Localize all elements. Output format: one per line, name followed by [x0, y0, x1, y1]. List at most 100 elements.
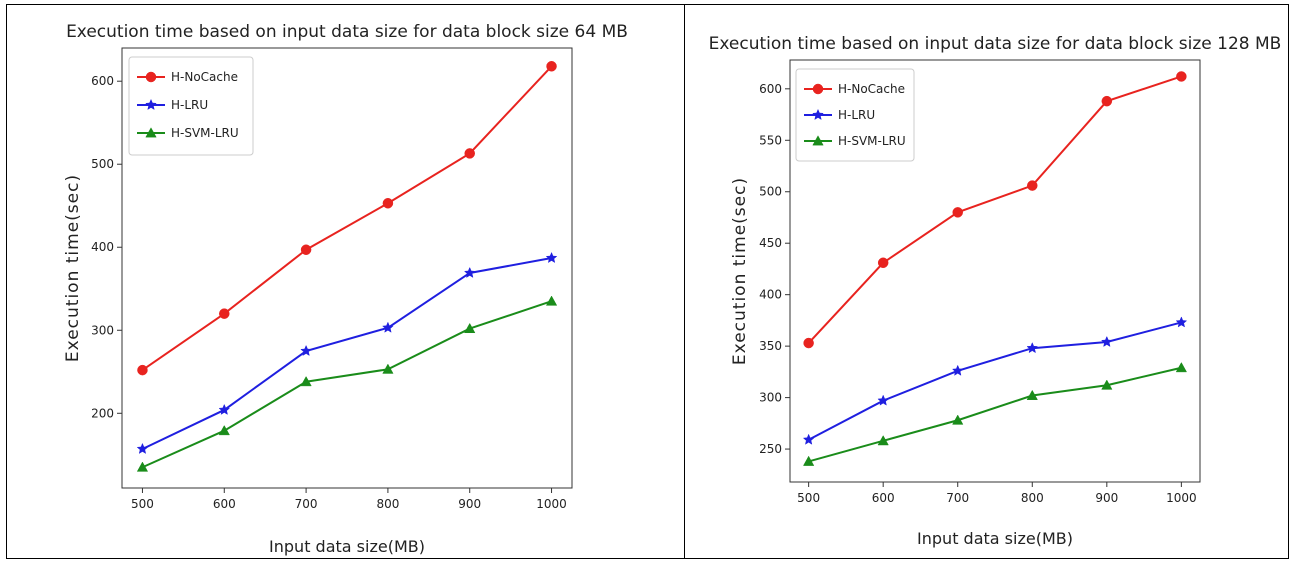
data-point-h-nocache [1101, 95, 1113, 107]
x-tick-label: 1000 [536, 497, 567, 511]
y-tick-label: 300 [759, 391, 782, 405]
legend-entry-h-svm-lru: H-SVM-LRU [804, 134, 906, 148]
legend-box [795, 68, 915, 162]
data-point-h-nocache [877, 257, 889, 269]
y-tick-label: 250 [759, 442, 782, 456]
legend-entry-h-lru: H-LRU [137, 98, 208, 112]
data-point-h-svm-lru [464, 322, 476, 334]
data-point-h-svm-lru [1175, 362, 1187, 373]
legend-entry-h-lru: H-LRU [804, 108, 875, 122]
x-axis-label: Input data size(MB) [917, 529, 1073, 548]
legend-marker [145, 127, 157, 138]
legend-label: H-SVM-LRU [838, 134, 906, 148]
data-point-h-svm-lru [300, 376, 312, 387]
data-point-h-nocache [382, 197, 394, 209]
legend-entry-h-svm-lru: H-SVM-LRU [137, 126, 239, 140]
series-line-h-svm-lru [142, 300, 552, 469]
chart-panel-128mb: Execution time based on input data size … [685, 0, 1289, 563]
series-line-h-lru [142, 257, 552, 450]
x-tick-label: 500 [131, 497, 154, 511]
series-h-lru [136, 251, 558, 454]
data-point-h-nocache [1027, 180, 1038, 191]
plot-area-frame [789, 59, 1201, 483]
legend-label: H-NoCache [838, 82, 905, 96]
data-point-h-nocache [219, 308, 230, 319]
legend-marker [812, 135, 824, 146]
data-point-h-svm-lru [877, 435, 889, 446]
legend-entry-h-nocache: H-NoCache [804, 82, 905, 96]
data-point-h-lru [802, 433, 815, 445]
data-point-h-svm-lru [803, 455, 815, 466]
x-tick-label: 800 [376, 497, 399, 511]
x-tick-label: 1000 [1166, 491, 1197, 505]
legend-label: H-SVM-LRU [171, 126, 239, 140]
x-axis-label: Input data size(MB) [269, 537, 425, 556]
data-point-h-lru [545, 251, 558, 264]
legend: H-NoCache H-LRU H-SVM-LRU [795, 68, 915, 162]
data-point-h-nocache [803, 337, 814, 349]
y-tick-label: 600 [91, 74, 114, 88]
y-tick-label: 600 [759, 82, 782, 96]
legend-marker [145, 71, 157, 83]
y-tick-label: 200 [91, 406, 114, 420]
y-tick-label: 500 [759, 185, 782, 199]
legend-entry-h-nocache: H-NoCache [137, 70, 238, 84]
data-point-h-nocache [546, 61, 557, 72]
y-tick-label: 550 [759, 133, 782, 147]
x-tick-label: 600 [872, 491, 895, 505]
series-line-h-svm-lru [808, 366, 1182, 463]
chart-64mb: Execution time based on input data size … [63, 22, 628, 556]
data-point-h-nocache [300, 244, 312, 255]
data-point-h-lru [1100, 335, 1113, 347]
chart-panel-64mb: Execution time based on input data size … [63, 22, 628, 556]
legend-box [128, 56, 254, 156]
legend-label: H-LRU [171, 98, 208, 112]
data-point-h-nocache [1176, 71, 1187, 82]
data-point-h-lru [1026, 342, 1039, 354]
data-point-h-nocache [137, 364, 148, 376]
y-tick-label: 350 [759, 339, 782, 353]
data-point-h-lru [463, 266, 476, 278]
data-point-h-lru [877, 394, 890, 406]
data-point-h-svm-lru [1101, 379, 1113, 390]
data-point-h-svm-lru [1026, 389, 1038, 400]
legend-marker [145, 98, 157, 110]
x-tick-label: 600 [213, 497, 236, 511]
chart-128mb: Execution time based on input data size … [709, 34, 1282, 548]
series-line-h-lru [808, 321, 1182, 441]
y-axis-label: Execution time(sec) [63, 174, 83, 362]
legend-label: H-NoCache [171, 70, 238, 84]
series-line-h-nocache [141, 65, 553, 371]
plot-area-frame [121, 47, 573, 489]
x-tick-label: 900 [1095, 491, 1118, 505]
series-line-h-nocache [807, 75, 1182, 344]
x-tick-label: 900 [458, 497, 481, 511]
x-tick-label: 700 [946, 491, 969, 505]
series-h-lru [802, 316, 1188, 445]
y-axis-label: Execution time(sec) [730, 177, 750, 365]
data-point-h-nocache [952, 207, 963, 218]
data-point-h-svm-lru [545, 295, 558, 306]
data-point-h-lru [218, 403, 231, 415]
legend-marker [812, 108, 824, 120]
y-tick-label: 400 [91, 240, 114, 254]
data-point-h-nocache [464, 148, 475, 159]
x-tick-label: 500 [797, 491, 820, 505]
data-point-h-lru [951, 364, 964, 376]
y-tick-label: 300 [91, 323, 114, 337]
data-point-h-svm-lru [382, 363, 394, 374]
chart-title: Execution time based on input data size … [66, 22, 628, 42]
data-point-h-svm-lru [218, 425, 230, 436]
y-tick-label: 450 [759, 236, 782, 250]
data-point-h-lru [1175, 316, 1188, 328]
legend-label: H-LRU [838, 108, 875, 122]
series-h-svm-lru [803, 362, 1187, 466]
series-h-nocache [803, 71, 1187, 349]
data-point-h-svm-lru [136, 461, 149, 472]
legend-marker [812, 83, 824, 95]
legend: H-NoCache H-LRU H-SVM-LRU [128, 56, 254, 156]
data-point-h-lru [136, 442, 149, 454]
chart-title: Execution time based on input data size … [709, 34, 1282, 54]
data-point-h-svm-lru [952, 414, 964, 425]
series-h-nocache [137, 61, 557, 376]
